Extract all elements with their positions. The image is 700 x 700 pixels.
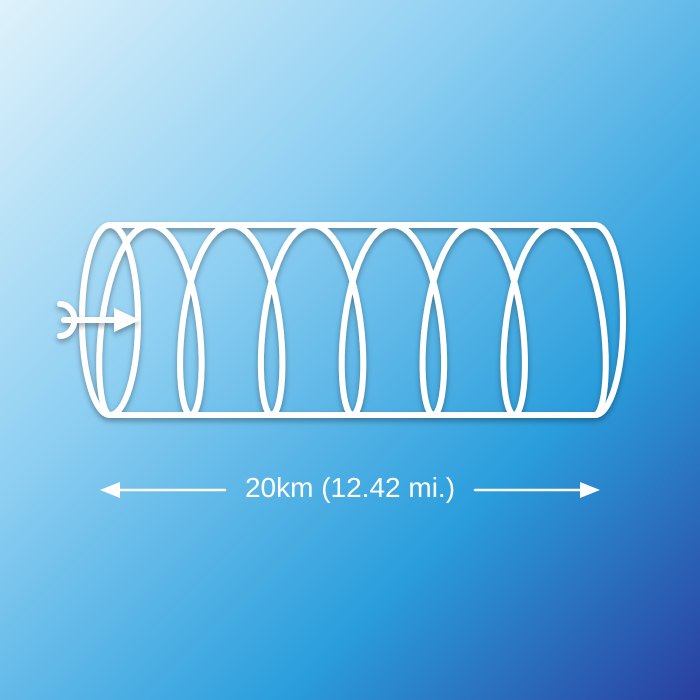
diagram-canvas: 20km (12.42 mi.) — [0, 0, 700, 700]
diagram-svg — [0, 0, 700, 700]
dimension-label: 20km (12.42 mi.) — [0, 472, 700, 504]
